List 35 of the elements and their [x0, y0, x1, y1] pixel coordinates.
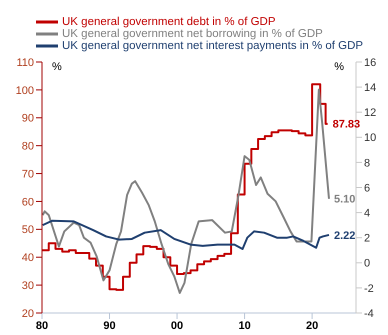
y-tick-label: 100: [16, 84, 34, 97]
legend-label: UK general government debt in % of GDP: [62, 16, 276, 28]
y2-tick-label: 6: [364, 182, 370, 194]
legend-label: UK general government net borrowing in % of GDP: [62, 28, 323, 40]
line-series: [42, 220, 330, 250]
y2-tick-label: 16: [364, 56, 376, 69]
y2-tick-label: 4: [364, 208, 370, 220]
x-tick-label: 90: [103, 320, 116, 332]
data-label: 2.22: [334, 230, 356, 242]
y-tick-label: 90: [22, 112, 34, 125]
y2-tick-label: 14: [364, 82, 376, 94]
y-tick-label: 70: [22, 168, 34, 180]
x-tick-label: 80: [36, 320, 48, 332]
legend-label: UK general government net interest payments in % of GDP: [62, 40, 364, 52]
y2-tick-label: -2: [364, 282, 374, 295]
y2-tick-label: 2: [364, 232, 370, 245]
y-tick-label: 20: [22, 308, 34, 320]
y2-tick-label: 0: [364, 258, 370, 270]
y-tick-label: 110: [16, 56, 34, 69]
y-tick-label: 30: [22, 280, 34, 292]
y2-tick-label: 8: [364, 157, 370, 170]
data-label: 87.83: [332, 118, 360, 131]
y2-tick-label: -4: [364, 308, 374, 320]
data-label: 5.10: [334, 194, 356, 206]
x-tick-label: 00: [170, 320, 184, 332]
y2-axis-title: %: [334, 60, 344, 73]
x-tick-label: 10: [238, 320, 251, 332]
y-tick-label: 40: [22, 252, 34, 264]
y-axis-title: %: [52, 60, 62, 73]
y2-tick-label: 12: [364, 107, 376, 120]
y2-tick-label: 10: [364, 132, 376, 144]
y-tick-label: 60: [22, 196, 34, 208]
y-tick-label: 80: [22, 140, 34, 153]
x-tick-label: 20: [306, 320, 318, 332]
y-tick-label: 50: [22, 224, 34, 236]
